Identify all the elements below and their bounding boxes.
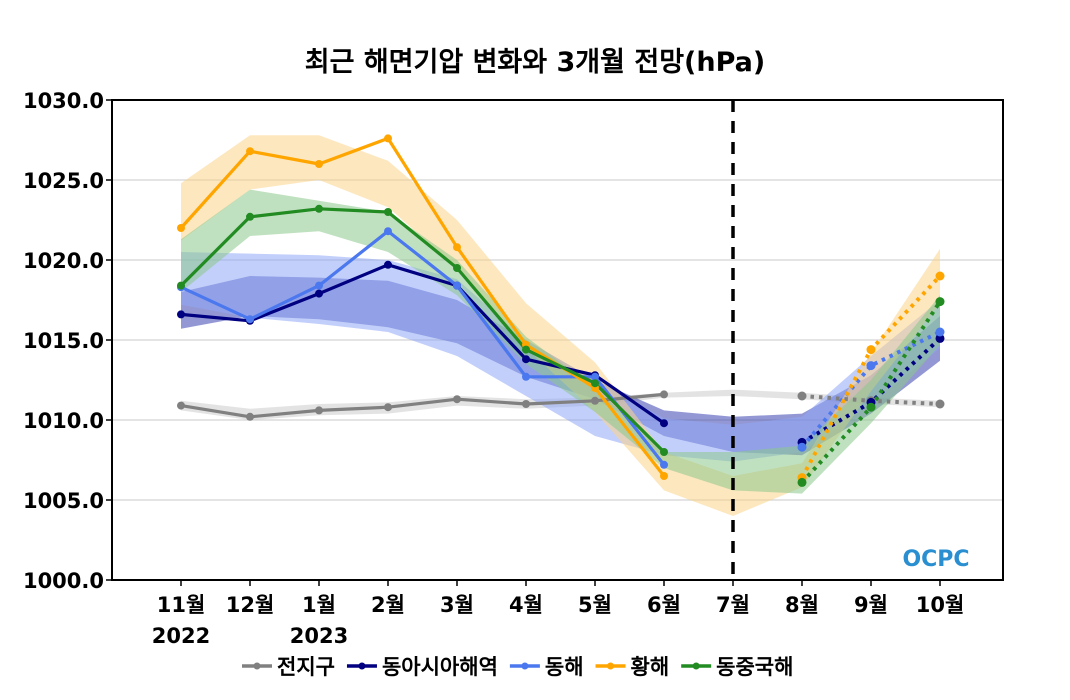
forecast-line-동해 — [800, 330, 941, 449]
legend-label: 동중국해 — [716, 655, 793, 679]
legend-item-황해: 황해 — [595, 655, 670, 679]
forecast-point-전지구 — [797, 391, 807, 401]
point-동중국해 — [384, 208, 392, 216]
year-label: 2022 — [152, 624, 210, 648]
point-전지구 — [246, 412, 254, 421]
ocpc-logo: OCPC — [902, 547, 969, 572]
band-황해 — [181, 135, 940, 516]
point-전지구 — [591, 396, 599, 405]
legend-label: 동해 — [545, 655, 584, 679]
point-동중국해 — [246, 212, 254, 221]
point-동해 — [315, 281, 323, 290]
y-tick-label: 1000.0 — [23, 569, 104, 593]
point-전지구 — [384, 403, 392, 412]
legend: 전지구 동아시아해역 동해 황해 동중국해 — [242, 655, 793, 679]
point-동중국해 — [591, 379, 599, 388]
point-동아시아해역 — [384, 260, 392, 269]
x-axis: 11월 12월 1월 2월 3월 4월 5월 6월 7월 8월 9월 10월 2022 2023 — [152, 580, 965, 648]
point-동해 — [246, 315, 254, 324]
legend-marker — [358, 662, 366, 670]
point-동해 — [591, 372, 599, 381]
y-tick-label: 1005.0 — [23, 489, 104, 513]
point-동아시아해역 — [522, 355, 530, 364]
point-동해 — [522, 372, 530, 381]
ocpc-logo-text: OCPC — [902, 547, 969, 572]
point-동해 — [384, 227, 392, 236]
y-axis: 1000.0 1005.0 1010.0 1015.0 1020.0 1025.0 1030… — [23, 89, 112, 593]
point-동중국해 — [177, 281, 185, 290]
point-동중국해 — [315, 204, 323, 213]
x-tick-label: 3월 — [440, 593, 474, 617]
observed-line-동중국해 — [179, 207, 666, 454]
forecast-point-황해 — [935, 271, 945, 281]
y-tick-label: 1030.0 — [23, 89, 104, 113]
x-tick-label: 11월 — [157, 593, 206, 617]
legend-item-동해: 동해 — [509, 655, 584, 679]
x-tick-label: 2월 — [371, 593, 405, 617]
chart-title: 최근 해면기압 변화와 3개월 전망(hPa) — [305, 47, 766, 78]
point-동아시아해역 — [660, 419, 668, 428]
x-tick-label: 10월 — [916, 593, 965, 617]
y-tick-label: 1010.0 — [23, 409, 104, 433]
forecast-point-동중국해 — [866, 402, 876, 412]
series-points — [177, 134, 945, 487]
point-황해 — [315, 160, 323, 168]
point-동아시아해역 — [177, 310, 185, 319]
point-동아시아해역 — [315, 289, 323, 298]
x-tick-label: 8월 — [785, 593, 819, 617]
point-전지구 — [453, 395, 461, 404]
forecast-point-동해 — [797, 442, 807, 452]
x-tick-label: 4월 — [509, 593, 543, 617]
point-황해 — [246, 147, 254, 156]
x-tick-label: 1월 — [302, 593, 336, 617]
point-동중국해 — [453, 264, 461, 272]
point-동해 — [660, 460, 668, 469]
point-전지구 — [660, 390, 668, 399]
point-전지구 — [177, 401, 185, 410]
point-동해 — [453, 281, 461, 290]
y-tick-label: 1025.0 — [23, 169, 104, 193]
y-tick-label: 1020.0 — [23, 249, 104, 273]
point-전지구 — [522, 400, 530, 408]
x-tick-label: 6월 — [647, 593, 681, 617]
point-황해 — [453, 243, 461, 252]
legend-marker — [607, 662, 615, 670]
band-동중국해 — [181, 189, 940, 494]
forecast-point-동아시아해역 — [935, 333, 945, 343]
x-tick-label: 7월 — [716, 593, 750, 617]
forecast-point-황해 — [866, 345, 876, 355]
year-label: 2023 — [290, 624, 348, 648]
point-동중국해 — [660, 448, 668, 456]
legend-marker — [521, 662, 529, 670]
forecast-point-동해 — [935, 327, 945, 337]
point-황해 — [660, 472, 668, 480]
point-황해 — [384, 134, 392, 143]
y-tick-label: 1015.0 — [23, 329, 104, 353]
point-동중국해 — [522, 345, 530, 354]
legend-label: 황해 — [631, 655, 670, 679]
point-황해 — [177, 224, 185, 232]
x-tick-label: 12월 — [226, 593, 275, 617]
legend-label: 전지구 — [277, 655, 335, 679]
legend-marker — [253, 662, 261, 670]
legend-item-동중국해: 동중국해 — [681, 655, 793, 679]
forecast-point-동중국해 — [797, 477, 807, 487]
forecast-point-동해 — [866, 361, 876, 371]
legend-marker — [692, 662, 700, 670]
forecast-point-전지구 — [935, 399, 945, 409]
legend-item-동아시아해역: 동아시아해역 — [346, 655, 498, 679]
uncertainty-bands — [181, 135, 940, 516]
legend-label: 동아시아해역 — [382, 655, 498, 679]
observed-line-동아시아해역 — [180, 263, 665, 425]
x-tick-label: 5월 — [578, 593, 612, 617]
point-전지구 — [315, 406, 323, 415]
x-tick-label: 9월 — [854, 593, 888, 617]
forecast-point-동중국해 — [935, 297, 945, 307]
legend-item-전지구: 전지구 — [242, 655, 335, 679]
band-동해 — [181, 252, 940, 462]
observed-line-황해 — [179, 136, 666, 477]
observed-line-전지구 — [180, 392, 665, 419]
